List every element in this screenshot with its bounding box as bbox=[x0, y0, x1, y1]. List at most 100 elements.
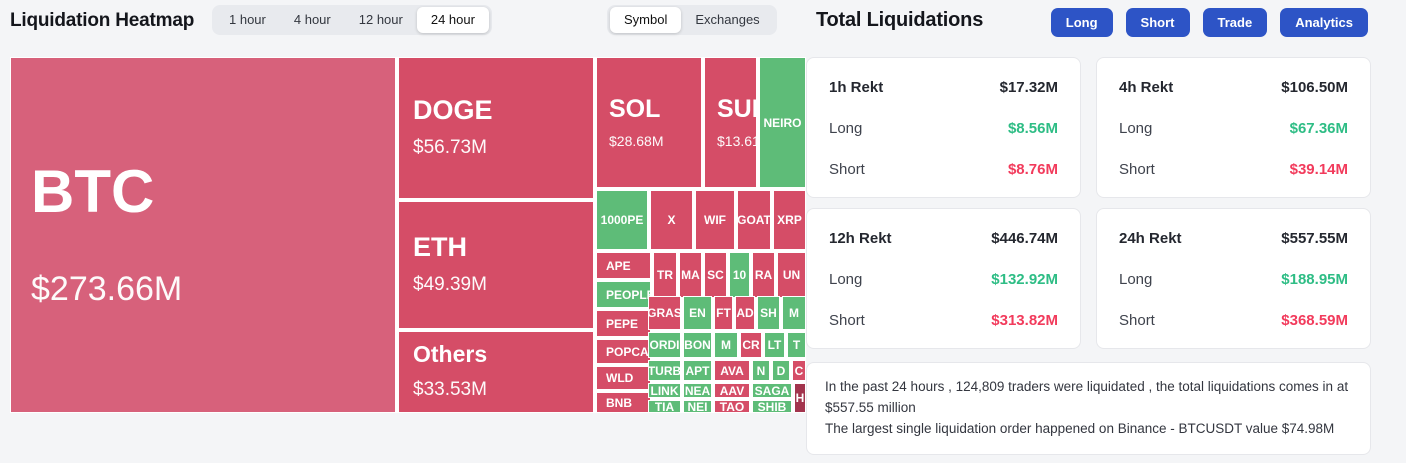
treemap-cell-xrp[interactable]: XRP bbox=[773, 190, 806, 250]
cell-value: $56.73M bbox=[413, 137, 487, 158]
treemap-cell-lt[interactable]: LT bbox=[764, 332, 785, 358]
treemap-cell-ad[interactable]: AD bbox=[735, 296, 755, 330]
treemap-cell-t[interactable]: T bbox=[787, 332, 806, 358]
treemap-cell-bon[interactable]: BON bbox=[683, 332, 712, 358]
treemap-cell-sh[interactable]: SH bbox=[757, 296, 780, 330]
time-range-4-hour[interactable]: 4 hour bbox=[293, 12, 331, 27]
treemap-cell-popcat[interactable]: POPCAT bbox=[596, 339, 651, 364]
action-button-group: Long Short Trade Analytics bbox=[1050, 8, 1368, 37]
card-row: 24h Rekt $557.55M bbox=[1119, 230, 1348, 247]
treemap-cell-link[interactable]: LINK bbox=[648, 383, 681, 398]
treemap-cell-aav[interactable]: AAV bbox=[714, 383, 750, 398]
cell-value: $28.68M bbox=[609, 132, 664, 149]
treemap-cell-x[interactable]: X bbox=[650, 190, 693, 250]
treemap-cell-others[interactable]: Others $33.53M bbox=[398, 331, 594, 413]
time-range-12-hour[interactable]: 12 hour bbox=[358, 12, 403, 27]
treemap-cell-un[interactable]: UN bbox=[777, 252, 806, 298]
treemap-cell-gras[interactable]: GRAS bbox=[648, 296, 681, 330]
treemap-cell-m[interactable]: M bbox=[782, 296, 806, 330]
treemap-cell-goat[interactable]: GOAT bbox=[737, 190, 771, 250]
treemap-cell-doge[interactable]: DOGE $56.73M bbox=[398, 57, 594, 199]
treemap-cell-cr[interactable]: CR bbox=[740, 332, 762, 358]
cell-symbol: AAV bbox=[719, 383, 745, 398]
treemap-cell-n[interactable]: N bbox=[752, 360, 770, 381]
treemap-cell-neiro[interactable]: NEIRO bbox=[759, 57, 806, 188]
treemap-cell-saga[interactable]: SAGA bbox=[752, 383, 792, 398]
long-value: $8.56M bbox=[1007, 120, 1058, 137]
cell-symbol: ETH bbox=[413, 232, 467, 262]
cell-symbol: SUI bbox=[717, 94, 757, 123]
cell-symbol: EN bbox=[689, 306, 706, 320]
cell-symbol: SOL bbox=[609, 94, 661, 123]
view-toggle: Symbol Exchanges bbox=[607, 5, 777, 35]
cell-symbol: DOGE bbox=[413, 95, 493, 125]
cell-symbol: SHIB bbox=[757, 400, 787, 413]
cell-symbol: M bbox=[721, 338, 731, 352]
long-label: Long bbox=[1119, 271, 1153, 288]
cell-symbol: X bbox=[667, 213, 676, 227]
treemap-cell-wld[interactable]: WLD bbox=[596, 366, 651, 390]
treemap-cell-d[interactable]: D bbox=[772, 360, 790, 381]
treemap-cell-ma[interactable]: MA bbox=[679, 252, 702, 298]
long-label: Long bbox=[829, 120, 863, 137]
cell-symbol: GOAT bbox=[737, 213, 771, 227]
treemap-cell-10[interactable]: 10 bbox=[729, 252, 750, 298]
short-label: Short bbox=[829, 161, 865, 178]
treemap-cell-ape[interactable]: APE bbox=[596, 252, 651, 279]
treemap-cell-tr[interactable]: TR bbox=[653, 252, 677, 298]
time-range-24-hour[interactable]: 24 hour bbox=[416, 7, 489, 33]
rekt-cards: 1h Rekt $17.32M Long $8.56M Short $8.76M 4h Re… bbox=[806, 57, 1371, 349]
short-value: $313.82M bbox=[991, 312, 1058, 329]
treemap-cell-ft[interactable]: FT bbox=[714, 296, 733, 330]
treemap-cell-h[interactable]: H bbox=[794, 383, 806, 413]
cell-symbol: TAO bbox=[719, 400, 745, 413]
cell-symbol: AD bbox=[736, 306, 754, 320]
card-row: 1h Rekt $17.32M bbox=[829, 79, 1058, 96]
treemap-cell-eth[interactable]: ETH $49.39M bbox=[398, 201, 594, 329]
treemap-cell-en[interactable]: EN bbox=[683, 296, 712, 330]
treemap-cell-tia[interactable]: TIA bbox=[648, 400, 681, 413]
treemap-cell-btc[interactable]: BTC $273.66M bbox=[10, 57, 396, 413]
treemap-cell-c[interactable]: C bbox=[792, 360, 806, 381]
cell-symbol: D bbox=[776, 363, 786, 378]
treemap-cell-1000pe[interactable]: 1000PE bbox=[596, 190, 648, 250]
treemap-cell-ra[interactable]: RA bbox=[752, 252, 775, 298]
card-row: Short $368.59M bbox=[1119, 312, 1348, 329]
card-row: Long $188.95M bbox=[1119, 271, 1348, 288]
treemap-cell-m[interactable]: M bbox=[714, 332, 738, 358]
treemap-cell-sc[interactable]: SC bbox=[704, 252, 727, 298]
view-toggle-symbol[interactable]: Symbol bbox=[610, 7, 682, 33]
short-label: Short bbox=[1119, 161, 1155, 178]
treemap-cell-ava[interactable]: AVA bbox=[714, 360, 750, 381]
treemap-cell-sol[interactable]: SOL $28.68M bbox=[596, 57, 702, 188]
summary-note: In the past 24 hours , 124,809 traders w… bbox=[806, 362, 1371, 455]
time-range-1-hour[interactable]: 1 hour bbox=[229, 12, 266, 27]
analytics-button[interactable]: Analytics bbox=[1280, 8, 1368, 37]
cell-symbol: FT bbox=[716, 306, 731, 320]
treemap-cell-sui[interactable]: SUI $13.61M bbox=[704, 57, 757, 188]
cell-symbol: T bbox=[792, 338, 801, 352]
treemap-cell-wif[interactable]: WIF bbox=[695, 190, 735, 250]
treemap-cell-nei[interactable]: NEI bbox=[683, 400, 712, 413]
treemap-cell-people[interactable]: PEOPLE bbox=[596, 281, 651, 308]
card-total: $446.74M bbox=[991, 230, 1058, 247]
cell-symbol: SH bbox=[760, 306, 777, 320]
short-button[interactable]: Short bbox=[1125, 8, 1190, 37]
treemap-cell-ordi[interactable]: ORDI bbox=[648, 332, 681, 358]
cell-value: $49.39M bbox=[413, 274, 487, 295]
treemap-cell-turb[interactable]: TURB bbox=[648, 360, 681, 381]
cell-symbol: MA bbox=[681, 268, 700, 282]
treemap-cell-shib[interactable]: SHIB bbox=[752, 400, 792, 413]
long-button[interactable]: Long bbox=[1050, 8, 1113, 37]
trade-button[interactable]: Trade bbox=[1202, 8, 1268, 37]
treemap-cell-tao[interactable]: TAO bbox=[714, 400, 750, 413]
view-toggle-exchanges[interactable]: Exchanges bbox=[695, 12, 760, 27]
treemap-cell-bnb[interactable]: BNB bbox=[596, 392, 651, 413]
treemap-cell-apt[interactable]: APT bbox=[683, 360, 712, 381]
cell-symbol: APE bbox=[606, 258, 631, 273]
cell-symbol: N bbox=[756, 363, 766, 378]
cell-symbol: TIA bbox=[654, 400, 675, 413]
treemap-cell-pepe[interactable]: PEPE bbox=[596, 310, 651, 337]
treemap-cell-nea[interactable]: NEA bbox=[683, 383, 712, 398]
cell-symbol: 1000PE bbox=[600, 213, 644, 227]
